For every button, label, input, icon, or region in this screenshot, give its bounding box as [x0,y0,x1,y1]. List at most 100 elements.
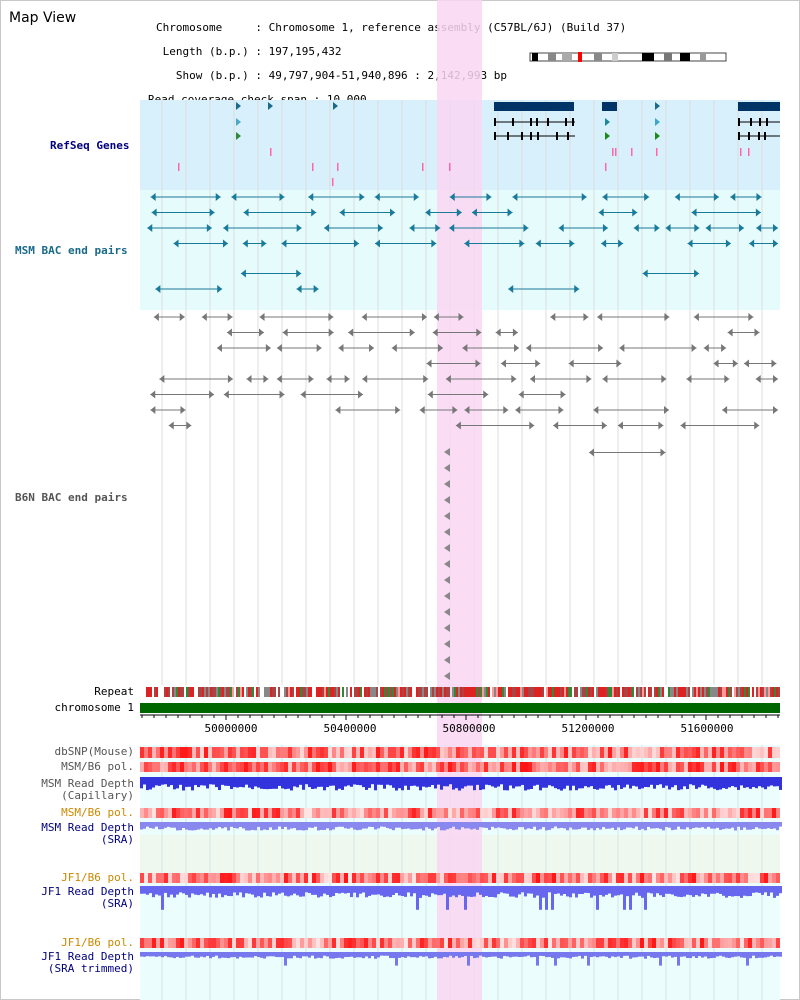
repeat-mark [232,687,234,697]
heat-cell [432,938,436,948]
heat-cell [520,762,524,772]
depth-bar [578,777,581,789]
depth-bar [698,952,701,957]
b6n-bac-pair [586,375,592,383]
heat-cell [348,762,352,772]
depth-bar [200,822,203,829]
depth-bar [716,822,719,828]
depth-bar [464,886,467,910]
heat-cell [408,873,412,883]
heat-cell [344,747,348,758]
depth-bar [203,886,206,896]
heat-cell [584,747,588,758]
heat-cell [456,873,460,883]
heat-cell [756,762,760,772]
heat-cell [356,747,360,758]
heat-cell [760,873,764,883]
depth-bar [482,777,485,790]
msm-bac-pair [261,239,267,248]
heat-cell [276,873,280,883]
depth-bar [608,777,611,786]
repeat-mark [500,687,502,697]
heat-cell [584,762,588,772]
depth-bar [650,777,653,785]
heat-cell [592,873,596,883]
depth-bar [404,777,407,786]
depth-bar [542,886,545,898]
repeat-mark [618,687,620,697]
heat-cell [160,747,164,758]
heat-cell [440,873,444,883]
depth-bar [257,777,260,788]
depth-bar [770,952,773,956]
depth-bar [470,822,473,830]
heat-cell [624,747,628,758]
depth-bar [359,822,362,830]
depth-bar [362,952,365,959]
depth-bar [230,822,233,827]
depth-bar [578,886,581,894]
msm-bac-pair [507,208,513,217]
heat-cell [520,938,524,948]
msm-bac-pair [486,193,492,201]
b6n-bac-pair [721,344,727,352]
heat-cell [516,938,520,948]
heat-cell [688,873,692,883]
b6n-bac-pair [455,421,461,430]
repeat-mark [404,687,406,697]
heat-cell [628,873,632,883]
heat-cell [672,808,676,818]
b6n-bac-pair [658,421,664,430]
repeat-mark [472,687,474,697]
repeat-mark [742,687,744,697]
depth-bar [488,822,491,830]
depth-bar [257,952,260,957]
heat-cell [272,938,276,948]
msm-bac-pair [602,193,608,201]
depth-bar [218,777,221,791]
repeat-mark [492,687,494,697]
depth-bar [272,952,275,957]
b6n-bac-pair [464,406,470,414]
gene-feature [602,102,617,111]
depth-bar [536,952,539,966]
heat-cell [552,938,556,948]
repeat-mark [324,687,326,697]
heat-cell [460,747,464,758]
heat-cell [560,747,564,758]
repeat-mark [274,687,276,697]
heat-cell [468,762,472,772]
depth-bar [491,777,494,787]
depth-bar [722,952,725,957]
heat-cell [628,747,632,758]
b6n-bac-pair [179,313,185,321]
depth-bar [326,952,329,957]
depth-bar [191,952,194,956]
depth-bar [206,822,209,830]
depth-bar [209,952,212,959]
repeat-mark [680,687,682,697]
depth-bar [362,777,365,788]
msm-bac-pair [209,208,215,217]
depth-bar [347,952,350,958]
depth-bar [764,952,767,958]
heat-cell [184,762,188,772]
heat-cell [640,762,644,772]
depth-bar [500,777,503,785]
depth-bar [512,777,515,789]
depth-bar [260,777,263,789]
depth-bar [626,952,629,956]
depth-bar [641,952,644,957]
depth-bar [323,952,326,956]
heat-cell [584,873,588,883]
heat-cell [352,808,356,818]
heat-cell [156,808,160,818]
heat-cell [368,762,372,772]
heat-cell [660,938,664,948]
depth-bar [671,886,674,895]
heat-cell [468,808,472,818]
depth-bar [626,822,629,828]
depth-bar [230,777,233,790]
heat-cell [324,762,328,772]
